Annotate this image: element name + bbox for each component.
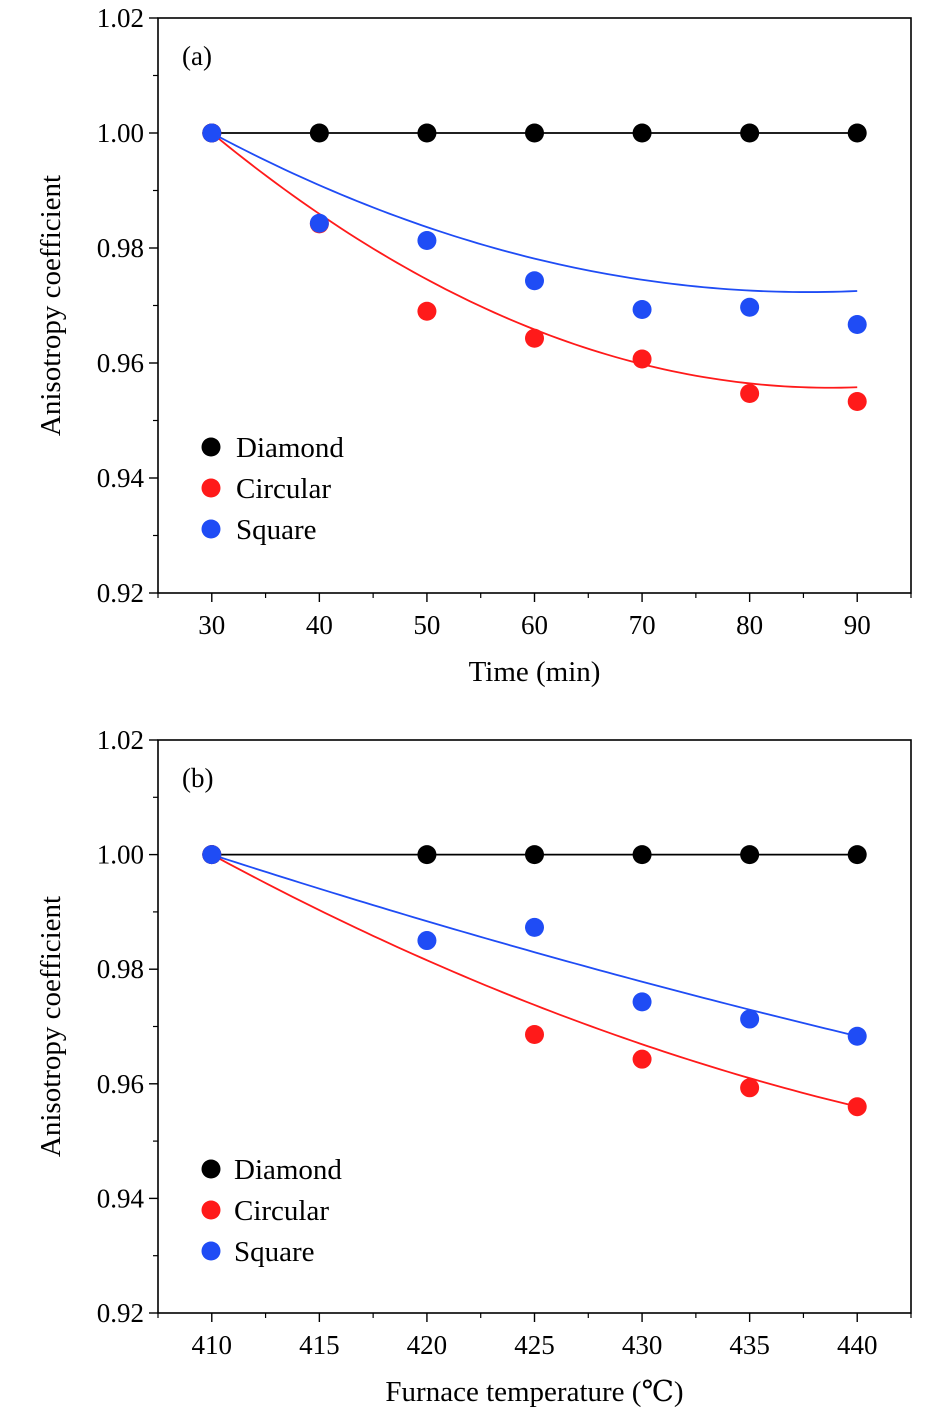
data-point-square bbox=[525, 271, 544, 291]
data-point-square bbox=[740, 297, 760, 317]
data-point-circular bbox=[847, 392, 867, 412]
chart-panel-a: 0.92 0.94 0.96 0.98 1.00 1.02 30 40 50 60 70 80 90 Ti… bbox=[35, 3, 912, 688]
legend-label-square: Square bbox=[236, 514, 317, 546]
x-tick-label: 70 bbox=[629, 610, 656, 640]
y-axis-title: Anisotropy coefficient bbox=[35, 896, 67, 1157]
y-tick-label: 0.92 bbox=[97, 578, 144, 608]
fit-line-circular bbox=[211, 853, 858, 1108]
x-tick-label: 90 bbox=[844, 610, 871, 640]
fit-line-circular bbox=[211, 132, 858, 389]
data-point-circular bbox=[740, 1078, 760, 1098]
x-tick-label: 420 bbox=[407, 1330, 448, 1360]
x-tick-label: 440 bbox=[837, 1330, 878, 1360]
data-point-circular bbox=[525, 1025, 544, 1045]
x-tick-label: 430 bbox=[622, 1330, 663, 1360]
data-point-diamond bbox=[525, 845, 544, 865]
data-point-square bbox=[847, 1026, 867, 1046]
data-point-circular bbox=[417, 301, 437, 321]
data-point-diamond bbox=[632, 845, 652, 865]
y-tick-label: 1.02 bbox=[97, 725, 144, 755]
data-point-square bbox=[740, 1009, 760, 1029]
y-tick-label: 0.96 bbox=[97, 348, 144, 378]
data-point-square bbox=[525, 917, 544, 937]
y-tick-label: 1.00 bbox=[97, 840, 144, 870]
legend-marker-circular bbox=[201, 1200, 221, 1220]
legend-label-diamond: Diamond bbox=[236, 432, 344, 464]
data-point-square bbox=[632, 300, 652, 320]
data-point-diamond bbox=[740, 123, 760, 143]
legend: Diamond Circular Square bbox=[201, 1154, 342, 1268]
legend-marker-square bbox=[201, 1241, 221, 1261]
data-point-square bbox=[309, 213, 329, 233]
x-tick-label: 435 bbox=[729, 1330, 770, 1360]
y-tick-label: 0.96 bbox=[97, 1069, 144, 1099]
y-tick-label: 1.00 bbox=[97, 118, 144, 148]
y-tick-label: 0.98 bbox=[97, 233, 144, 263]
data-point-circular bbox=[847, 1097, 867, 1117]
x-axis-title: Furnace temperature (℃) bbox=[385, 1376, 683, 1408]
x-tick-label: 410 bbox=[192, 1330, 233, 1360]
data-point-diamond bbox=[309, 123, 329, 143]
fit-line-square bbox=[211, 132, 858, 293]
x-axis-title: Time (min) bbox=[469, 656, 601, 688]
panel-label: (b) bbox=[182, 763, 213, 793]
legend-label-diamond: Diamond bbox=[234, 1154, 342, 1186]
x-tick-label: 425 bbox=[514, 1330, 555, 1360]
data-point-diamond bbox=[525, 123, 544, 143]
data-point-square bbox=[202, 123, 222, 143]
y-axis-title: Anisotropy coefficient bbox=[35, 175, 67, 436]
y-tick-label: 0.94 bbox=[97, 463, 145, 493]
data-point-diamond bbox=[847, 123, 867, 143]
x-tick-label: 60 bbox=[521, 610, 548, 640]
legend-label-square: Square bbox=[234, 1236, 315, 1268]
legend-marker-square bbox=[201, 519, 221, 539]
fit-line-square bbox=[211, 853, 858, 1038]
y-tick-label: 0.98 bbox=[97, 954, 144, 984]
plot-frame bbox=[157, 17, 912, 594]
data-point-square bbox=[632, 992, 652, 1012]
y-tick-label: 1.02 bbox=[97, 3, 144, 33]
data-point-square bbox=[202, 845, 222, 865]
data-point-square bbox=[417, 931, 437, 951]
x-tick-label: 80 bbox=[736, 610, 763, 640]
legend-marker-circular bbox=[201, 478, 221, 498]
data-point-diamond bbox=[417, 845, 437, 865]
data-point-circular bbox=[632, 1049, 652, 1069]
y-tick-label: 0.92 bbox=[97, 1298, 144, 1328]
data-point-square bbox=[847, 314, 867, 334]
x-tick-label: 30 bbox=[198, 610, 225, 640]
legend: Diamond Circular Square bbox=[201, 432, 344, 546]
x-tick-label: 50 bbox=[413, 610, 440, 640]
data-point-circular bbox=[740, 383, 760, 403]
legend-marker-diamond bbox=[201, 437, 221, 457]
data-point-circular bbox=[525, 328, 544, 348]
data-point-diamond bbox=[632, 123, 652, 143]
x-tick-label: 40 bbox=[306, 610, 333, 640]
y-tick-label: 0.94 bbox=[97, 1183, 145, 1213]
legend-marker-diamond bbox=[201, 1159, 221, 1179]
x-tick-label: 415 bbox=[299, 1330, 340, 1360]
chart-panel-b: 0.92 0.94 0.96 0.98 1.00 1.02 410 415 420 425 430 4… bbox=[35, 725, 912, 1408]
data-point-square bbox=[417, 231, 437, 251]
data-point-diamond bbox=[417, 123, 437, 143]
legend-label-circular: Circular bbox=[234, 1195, 329, 1227]
data-point-diamond bbox=[740, 845, 760, 865]
data-point-circular bbox=[632, 349, 652, 369]
legend-label-circular: Circular bbox=[236, 473, 331, 505]
data-point-diamond bbox=[847, 845, 867, 865]
panel-label: (a) bbox=[182, 41, 212, 71]
